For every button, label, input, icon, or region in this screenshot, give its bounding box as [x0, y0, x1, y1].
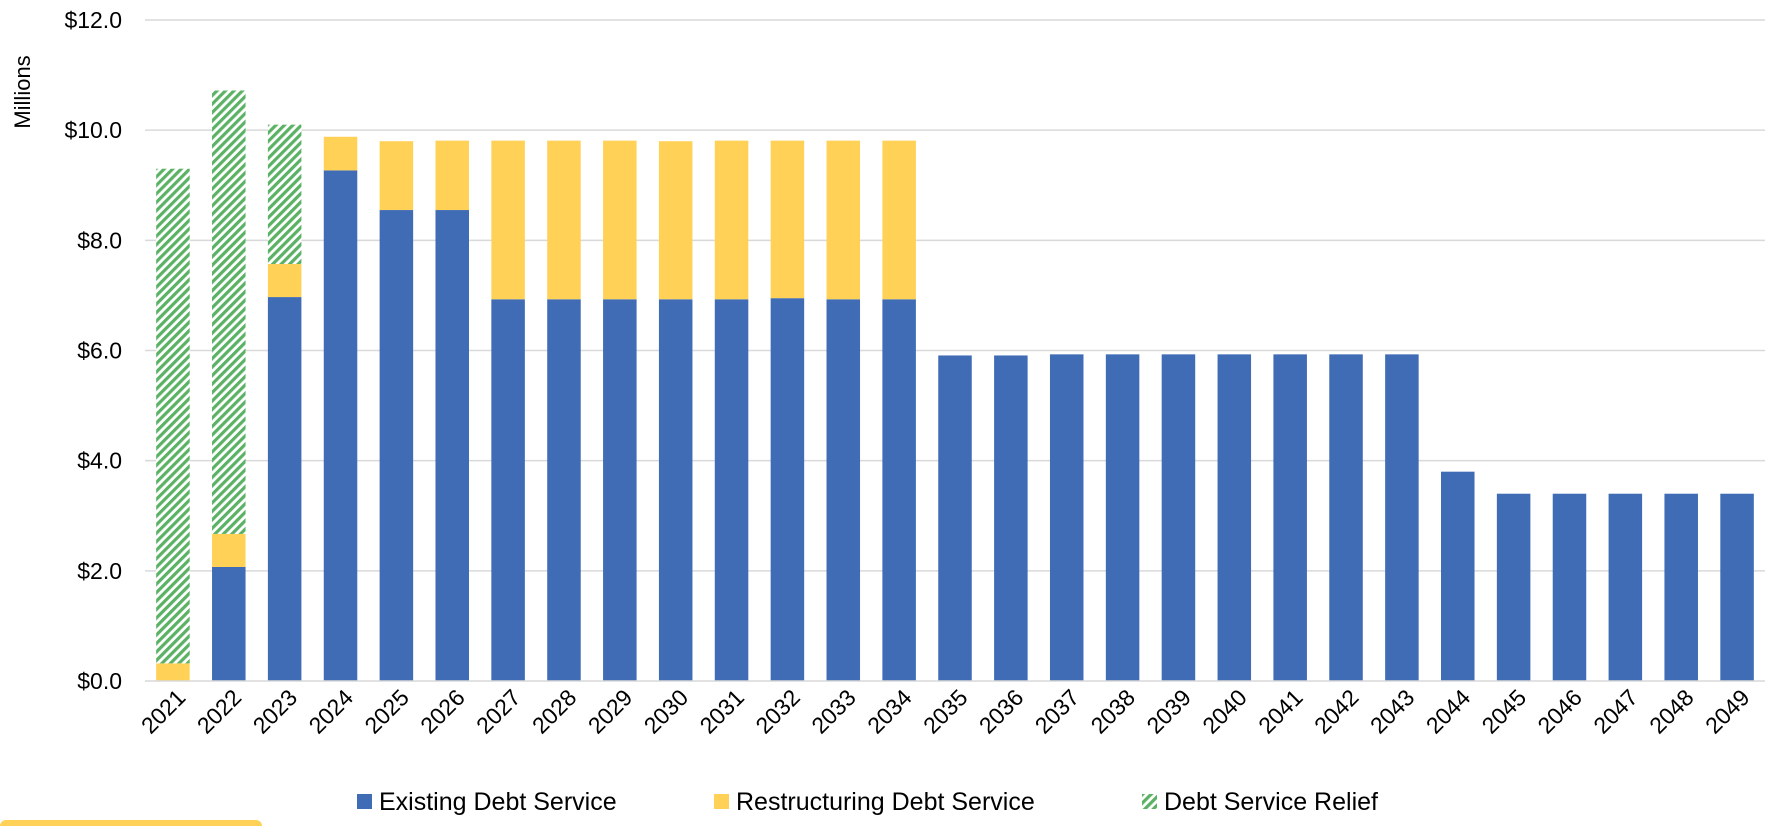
x-tick-label: 2037	[1030, 684, 1085, 739]
x-tick-label: 2038	[1086, 684, 1141, 739]
x-tick-label: 2040	[1197, 684, 1252, 739]
bar-existing-2032	[770, 298, 805, 681]
x-tick-label: 2034	[862, 684, 917, 739]
y-tick-label: $12.0	[64, 7, 122, 33]
bar-existing-2026	[435, 210, 469, 681]
bar-restructuring-2030	[658, 141, 693, 300]
bar-existing-2035	[938, 355, 972, 681]
bar-restructuring-2022	[212, 533, 246, 567]
gridlines	[145, 19, 1765, 572]
bar-existing-2037	[1049, 354, 1084, 681]
legend-label-relief: Debt Service Relief	[1164, 788, 1378, 816]
x-tick-label: 2035	[918, 684, 973, 739]
bar-existing-2039	[1161, 354, 1196, 681]
x-tick-label: 2033	[806, 684, 861, 739]
x-tick-label: 2036	[974, 684, 1029, 739]
y-tick-labels: $0.0 $2.0 $4.0 $6.0 $8.0 $10.0 $12.0	[64, 7, 122, 694]
legend-swatch-relief	[1142, 794, 1157, 809]
x-tick-label: 2024	[303, 684, 358, 739]
x-tick-label: 2043	[1365, 684, 1420, 739]
bar-relief-2022	[212, 90, 246, 534]
y-tick-label: $2.0	[77, 558, 122, 584]
bar-existing-2028	[547, 299, 581, 681]
bar-existing-2024	[323, 170, 358, 681]
bar-existing-2033	[826, 299, 861, 681]
bar-relief-2023	[267, 124, 302, 265]
bar-existing-2040	[1217, 354, 1252, 681]
bar-existing-2049	[1720, 493, 1754, 681]
bar-restructuring-2024	[323, 136, 358, 171]
bar-restructuring-2027	[491, 140, 525, 300]
x-tick-label: 2028	[527, 684, 582, 739]
x-tick-label: 2029	[583, 684, 638, 739]
y-tick-label: $8.0	[77, 227, 122, 253]
y-tick-label: $6.0	[77, 338, 122, 364]
bar-existing-2025	[379, 210, 414, 681]
y-tick-label: $4.0	[77, 448, 122, 474]
x-tick-label: 2023	[248, 684, 303, 739]
x-tick-label: 2022	[192, 684, 247, 739]
bars	[156, 90, 1754, 681]
x-tick-label: 2027	[471, 684, 526, 739]
x-tick-label: 2032	[750, 684, 805, 739]
x-tick-label: 2026	[415, 684, 470, 739]
bar-existing-2030	[658, 299, 693, 681]
bar-existing-2029	[603, 299, 637, 681]
legend: Existing Debt Service Restructuring Debt …	[357, 788, 1378, 816]
bar-restructuring-2021	[156, 663, 190, 681]
bar-existing-2023	[267, 297, 302, 681]
bar-existing-2047	[1608, 493, 1643, 681]
bar-existing-2045	[1496, 493, 1531, 681]
bar-restructuring-2023	[267, 264, 302, 298]
y-tick-label: $10.0	[64, 117, 122, 143]
y-tick-label: $0.0	[77, 668, 122, 694]
x-tick-label: 2021	[136, 684, 191, 739]
bar-existing-2031	[714, 299, 749, 681]
x-tick-labels: 2021 2022 2023 2024 2025 2026 2027 2028 2029 2030…	[136, 684, 1755, 739]
x-tick-label: 2048	[1644, 684, 1699, 739]
bar-restructuring-2032	[770, 140, 805, 299]
x-tick-label: 2039	[1141, 684, 1196, 739]
x-tick-label: 2045	[1477, 684, 1532, 739]
x-tick-label: 2044	[1421, 684, 1476, 739]
legend-swatch-restructuring	[714, 794, 729, 809]
legend-swatch-existing	[357, 794, 372, 809]
x-tick-label: 2031	[695, 684, 750, 739]
bar-existing-2042	[1329, 354, 1363, 681]
bar-restructuring-2033	[826, 140, 861, 300]
legend-label-restructuring: Restructuring Debt Service	[736, 788, 1035, 816]
legend-label-existing: Existing Debt Service	[379, 788, 617, 816]
bar-existing-2043	[1385, 354, 1419, 681]
bar-restructuring-2026	[435, 140, 469, 211]
bar-restructuring-2028	[547, 140, 581, 300]
bar-existing-2027	[491, 299, 525, 681]
bar-existing-2046	[1552, 493, 1587, 681]
x-tick-label: 2046	[1532, 684, 1587, 739]
bar-restructuring-2029	[603, 140, 637, 300]
x-tick-label: 2042	[1309, 684, 1364, 739]
bar-existing-2048	[1664, 493, 1698, 681]
bar-restructuring-2031	[714, 140, 749, 300]
bar-existing-2034	[882, 299, 916, 681]
bar-restructuring-2025	[379, 141, 414, 211]
y-axis-title: Millions	[10, 55, 35, 128]
bar-existing-2022	[212, 566, 246, 681]
x-tick-label: 2047	[1588, 684, 1643, 739]
footer-accent-bar	[0, 820, 262, 826]
x-tick-label: 2030	[639, 684, 694, 739]
bar-existing-2038	[1105, 354, 1140, 681]
x-tick-label: 2025	[359, 684, 414, 739]
bar-existing-2041	[1273, 354, 1307, 681]
x-tick-label: 2041	[1253, 684, 1308, 739]
bar-relief-2021	[156, 168, 190, 664]
bar-restructuring-2034	[882, 140, 916, 300]
bar-existing-2036	[994, 355, 1028, 681]
x-tick-label: 2049	[1700, 684, 1755, 739]
bar-existing-2044	[1441, 471, 1475, 681]
